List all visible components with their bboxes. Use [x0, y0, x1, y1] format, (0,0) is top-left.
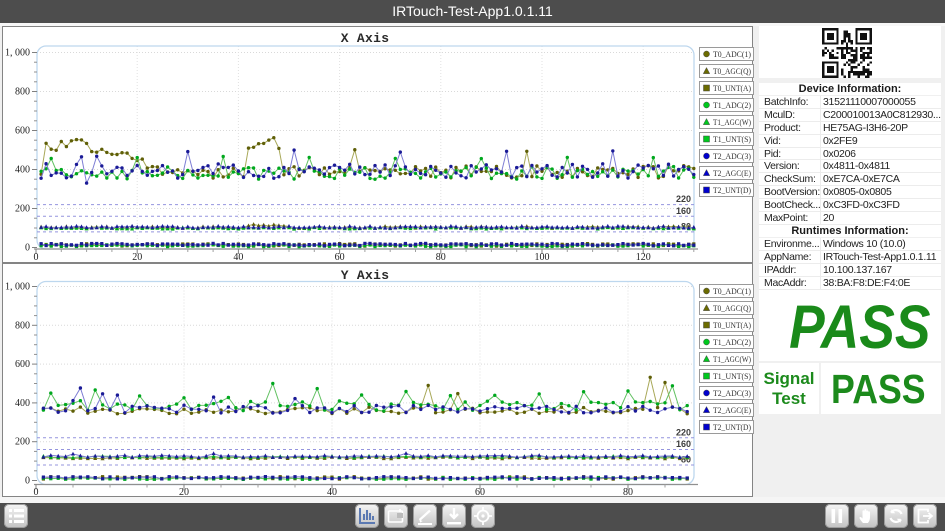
svg-text:0: 0 — [34, 252, 39, 263]
svg-text:60: 60 — [475, 487, 485, 498]
svg-text:T1_ADC(2): T1_ADC(2) — [713, 337, 751, 347]
svg-text:400: 400 — [15, 398, 30, 409]
svg-text:80: 80 — [681, 455, 691, 465]
svg-text:T2_ADC(3): T2_ADC(3) — [713, 151, 751, 161]
svg-text:T0_UNT(A): T0_UNT(A) — [713, 83, 751, 93]
svg-text:20: 20 — [179, 487, 189, 498]
svg-text:0: 0 — [25, 243, 30, 254]
svg-text:T2_UNT(D): T2_UNT(D) — [713, 422, 751, 432]
svg-text:T0_ADC(1): T0_ADC(1) — [713, 286, 751, 296]
svg-text:120: 120 — [636, 252, 651, 263]
svg-text:40: 40 — [327, 487, 337, 498]
svg-text:200: 200 — [15, 437, 30, 448]
svg-text:T1_AGC(W): T1_AGC(W) — [713, 117, 751, 127]
svg-text:T0_UNT(A): T0_UNT(A) — [713, 320, 751, 330]
svg-text:T1_ADC(2): T1_ADC(2) — [713, 100, 751, 110]
svg-text:X Axis: X Axis — [341, 31, 390, 46]
svg-text:T2_ADC(3): T2_ADC(3) — [713, 388, 751, 398]
svg-text:Y Axis: Y Axis — [341, 268, 390, 283]
svg-text:0: 0 — [34, 487, 39, 498]
svg-text:T1_AGC(W): T1_AGC(W) — [713, 354, 751, 364]
svg-text:T1_UNT(S): T1_UNT(S) — [713, 134, 751, 144]
svg-text:600: 600 — [15, 126, 30, 137]
svg-text:400: 400 — [15, 165, 30, 176]
svg-text:1, 000: 1, 000 — [5, 282, 30, 293]
svg-text:220: 220 — [676, 194, 691, 204]
svg-text:T2_AGC(E): T2_AGC(E) — [713, 405, 751, 415]
svg-text:60: 60 — [335, 252, 345, 263]
svg-text:160: 160 — [676, 439, 691, 449]
svg-text:220: 220 — [676, 427, 691, 437]
svg-text:600: 600 — [15, 359, 30, 370]
svg-text:80: 80 — [436, 252, 446, 263]
svg-text:1, 000: 1, 000 — [5, 48, 30, 59]
svg-text:0: 0 — [25, 476, 30, 487]
svg-text:20: 20 — [132, 252, 142, 263]
svg-text:800: 800 — [15, 320, 30, 331]
svg-text:T2_AGC(E): T2_AGC(E) — [713, 168, 751, 178]
svg-text:T0_AGC(Q): T0_AGC(Q) — [713, 66, 751, 76]
svg-text:40: 40 — [233, 252, 243, 263]
svg-text:100: 100 — [535, 252, 550, 263]
svg-text:80: 80 — [623, 487, 633, 498]
svg-text:T0_ADC(1): T0_ADC(1) — [713, 49, 751, 59]
svg-text:200: 200 — [15, 204, 30, 215]
svg-text:160: 160 — [676, 206, 691, 216]
svg-text:T1_UNT(S): T1_UNT(S) — [713, 371, 751, 381]
svg-text:800: 800 — [15, 87, 30, 98]
svg-text:T2_UNT(D): T2_UNT(D) — [713, 185, 751, 195]
svg-text:T0_AGC(Q): T0_AGC(Q) — [713, 303, 751, 313]
